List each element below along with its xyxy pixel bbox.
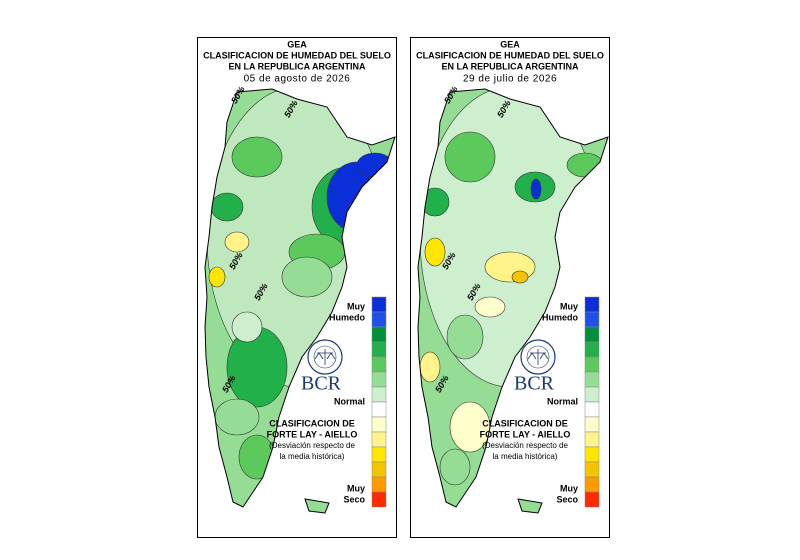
legend-dry-label: Seco xyxy=(556,494,578,504)
legend-swatch xyxy=(371,401,387,418)
moisture-area xyxy=(511,270,529,284)
legend-swatch xyxy=(584,386,600,403)
moisture-area xyxy=(210,192,244,222)
legend-normal-label: Normal xyxy=(334,396,365,406)
legend-swatch xyxy=(584,296,600,313)
moisture-area xyxy=(419,351,441,383)
legend-swatch xyxy=(584,476,600,493)
moisture-area xyxy=(439,448,471,486)
moisture-area xyxy=(446,314,484,360)
moisture-area xyxy=(231,311,263,343)
legend-swatch xyxy=(584,341,600,358)
logo-seal-inner xyxy=(526,345,550,369)
legend-swatch xyxy=(584,326,600,343)
legend-swatch xyxy=(371,296,387,313)
moisture-areas xyxy=(419,89,604,486)
legend-swatch xyxy=(371,341,387,358)
logo-scale xyxy=(314,349,336,365)
legend-swatch xyxy=(584,491,600,508)
legend-swatch xyxy=(371,386,387,403)
legend-dry-label: Muy xyxy=(347,483,365,493)
legend-swatch xyxy=(584,446,600,463)
moisture-area xyxy=(474,296,506,318)
legend-swatch xyxy=(371,311,387,328)
map-org: GEA xyxy=(500,39,520,49)
map-date: 05 de agosto de 2026 xyxy=(244,74,351,85)
legend-swatch xyxy=(371,491,387,508)
legend-swatch xyxy=(371,326,387,343)
moisture-area xyxy=(226,326,288,408)
moisture-area xyxy=(281,256,333,298)
moisture-area xyxy=(224,231,250,253)
map-title: CLASIFICACION DE HUMEDAD DEL SUELO xyxy=(203,50,391,60)
caption: la media histórica) xyxy=(280,452,345,461)
legend-swatch xyxy=(584,401,600,418)
legend-wet-label: Muy xyxy=(347,301,365,311)
legend-wet-label: Humedo xyxy=(329,312,366,322)
legend-swatch xyxy=(371,476,387,493)
moisture-area xyxy=(444,131,496,183)
caption: (Desviación respecto de xyxy=(482,441,568,450)
legend-swatch xyxy=(371,416,387,433)
map-date: 29 de julio de 2026 xyxy=(463,74,557,85)
legend-swatch xyxy=(584,311,600,328)
legend-swatch xyxy=(371,431,387,448)
legend-swatch xyxy=(584,461,600,478)
map-title: EN LA REPUBLICA ARGENTINA xyxy=(229,61,367,71)
caption: CLASIFICACION DE xyxy=(482,418,568,428)
map-title: CLASIFICACION DE HUMEDAD DEL SUELO xyxy=(416,50,604,60)
legend-swatch xyxy=(584,416,600,433)
logo-scale xyxy=(527,349,549,365)
moisture-area xyxy=(424,237,446,267)
legend-dry-label: Seco xyxy=(343,494,365,504)
logo-text: BCR xyxy=(514,373,555,395)
moisture-area xyxy=(530,178,542,200)
legend-swatch xyxy=(584,371,600,388)
moisture-area xyxy=(231,136,283,178)
caption: FORTE LAY - AIELLO xyxy=(480,429,571,439)
caption: (Desviación respecto de xyxy=(269,441,355,450)
map-title: EN LA REPUBLICA ARGENTINA xyxy=(442,61,580,71)
legend-wet-label: Humedo xyxy=(542,312,579,322)
caption: la media histórica) xyxy=(493,452,558,461)
legend-swatch xyxy=(371,371,387,388)
legend-wet-label: Muy xyxy=(560,301,578,311)
legend-normal-label: Normal xyxy=(547,396,578,406)
caption: FORTE LAY - AIELLO xyxy=(267,429,358,439)
legend-swatch xyxy=(371,446,387,463)
logo-text: BCR xyxy=(301,373,342,395)
logo-seal-inner xyxy=(313,345,337,369)
moisture-area xyxy=(208,266,226,288)
map-org: GEA xyxy=(287,39,307,49)
legend-swatch xyxy=(584,431,600,448)
caption: CLASIFICACION DE xyxy=(269,418,355,428)
legend-swatch xyxy=(371,356,387,373)
legend-swatch xyxy=(584,356,600,373)
legend-dry-label: Muy xyxy=(560,483,578,493)
moisture-area xyxy=(214,398,260,436)
legend-swatch xyxy=(371,461,387,478)
